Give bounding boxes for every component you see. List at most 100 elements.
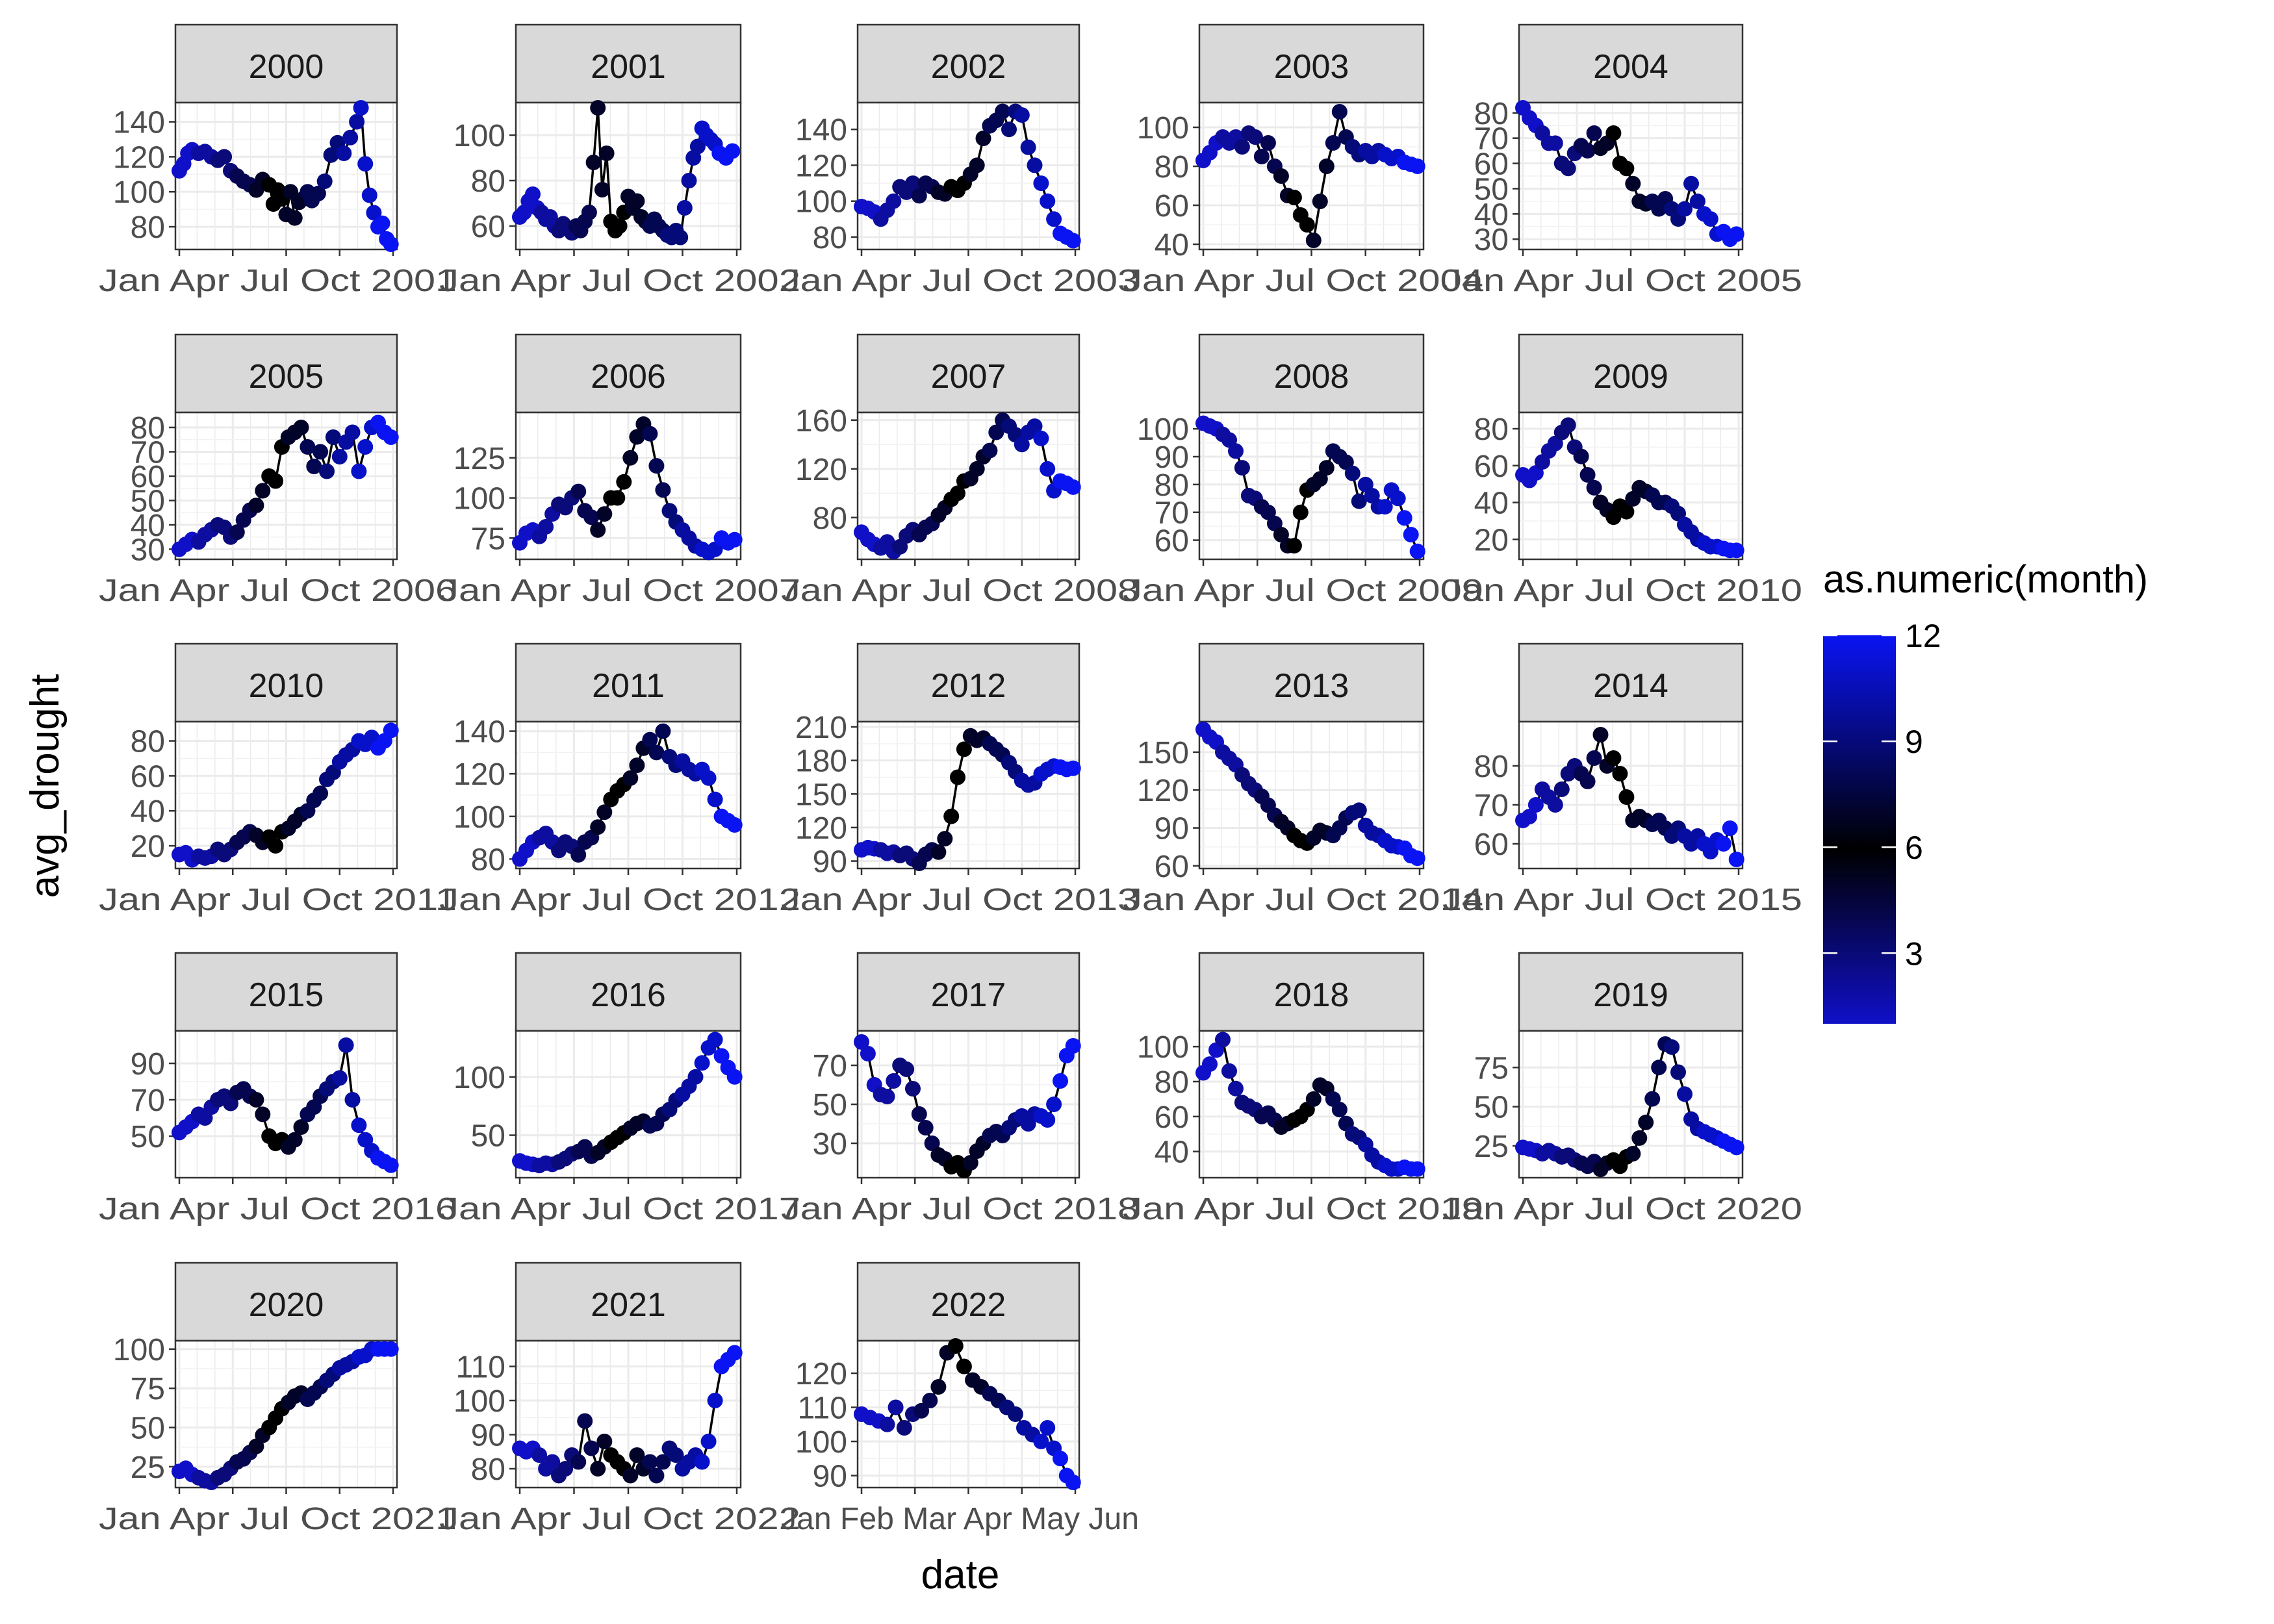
data-point xyxy=(655,482,671,498)
data-point xyxy=(879,1089,895,1104)
data-point xyxy=(1553,781,1570,797)
data-point xyxy=(1001,121,1017,138)
x-tick-labels: Jan Apr Jul Oct 2004 xyxy=(1123,264,1483,298)
data-point xyxy=(1305,1091,1322,1107)
y-tick-label: 90 xyxy=(1155,812,1189,846)
data-point xyxy=(323,147,339,163)
strip-label: 2022 xyxy=(931,1286,1006,1324)
data-point xyxy=(306,459,322,474)
data-point xyxy=(1033,175,1049,192)
data-point xyxy=(1618,160,1635,177)
data-point xyxy=(313,444,329,460)
color-legend: as.numeric(month) 3 6 9 12 xyxy=(1823,557,2148,1024)
data-point xyxy=(689,138,706,155)
data-point xyxy=(1605,750,1622,766)
data-point xyxy=(655,723,671,739)
strip-label: 2008 xyxy=(1274,358,1349,396)
legend-break-label: 3 xyxy=(1905,935,1923,972)
x-tick-labels: Jan Apr Jul Oct 2011 xyxy=(99,883,457,917)
data-point xyxy=(886,1073,902,1089)
y-tick-label: 40 xyxy=(1474,487,1509,521)
data-point xyxy=(1728,542,1744,559)
data-point xyxy=(922,1393,938,1408)
data-point xyxy=(947,1338,964,1354)
data-point xyxy=(1253,149,1270,164)
data-point xyxy=(642,425,658,442)
data-point xyxy=(531,1447,548,1463)
y-tick-label: 80 xyxy=(1474,750,1509,784)
data-point xyxy=(988,424,1004,440)
data-point xyxy=(956,741,972,757)
y-tick-label: 160 xyxy=(795,404,847,438)
data-point xyxy=(629,1447,645,1463)
data-point xyxy=(1292,504,1309,520)
y-tick-label: 125 xyxy=(454,442,505,476)
data-point xyxy=(283,184,299,200)
y-tick-label: 80 xyxy=(1474,412,1509,447)
y-tick-label: 180 xyxy=(795,744,847,779)
x-tick-labels: Jan Apr Jul Oct 2006 xyxy=(99,574,457,608)
data-point xyxy=(1403,527,1419,542)
data-point xyxy=(726,1345,743,1361)
data-point xyxy=(707,1032,723,1048)
data-point xyxy=(1677,1086,1693,1102)
strip-2015 xyxy=(174,952,398,1032)
data-point xyxy=(609,490,626,506)
data-point xyxy=(1573,448,1589,464)
x-tick-labels: Jan Apr Jul Oct 2017 xyxy=(439,1192,800,1226)
y-tick-label: 150 xyxy=(1137,736,1189,770)
data-point xyxy=(1344,465,1361,481)
y-tick-label: 70 xyxy=(1155,496,1189,531)
y-tick-label: 80 xyxy=(471,164,505,199)
data-point xyxy=(248,1092,264,1108)
data-point xyxy=(648,744,665,761)
y-tick-label: 90 xyxy=(813,1460,847,1494)
y-tick-label: 210 xyxy=(795,711,847,745)
data-point xyxy=(319,463,335,479)
y-tick-label: 110 xyxy=(455,1351,505,1385)
y-tick-label: 80 xyxy=(131,411,165,446)
data-point xyxy=(383,429,399,445)
data-point xyxy=(1065,479,1081,495)
y-tick-label: 140 xyxy=(113,106,165,140)
data-point xyxy=(1040,1420,1056,1436)
data-point xyxy=(1033,1434,1049,1449)
data-point xyxy=(1638,1114,1654,1130)
data-point xyxy=(557,1461,574,1477)
strip-label: 2003 xyxy=(1274,48,1349,86)
y-tick-label: 20 xyxy=(1474,523,1509,557)
x-tick-labels: Jan Apr Jul Oct 2005 xyxy=(1442,264,1802,298)
strip-label: 2011 xyxy=(592,667,665,705)
data-point xyxy=(629,193,645,209)
y-tick-label: 25 xyxy=(1474,1130,1509,1164)
data-point xyxy=(707,1393,723,1408)
data-point xyxy=(995,103,1011,120)
data-point xyxy=(1409,543,1425,559)
data-point xyxy=(629,757,645,774)
data-point xyxy=(642,731,658,748)
data-point xyxy=(726,817,743,833)
y-tick-label: 20 xyxy=(131,830,165,864)
data-point xyxy=(642,1454,658,1470)
data-point xyxy=(616,474,632,490)
data-point xyxy=(943,808,960,824)
y-tick-label: 80 xyxy=(813,221,847,255)
y-tick-label: 60 xyxy=(131,460,165,494)
data-point xyxy=(886,193,902,209)
x-tick-labels: Jan Apr Jul Oct 2016 xyxy=(99,1192,457,1226)
strip-2021 xyxy=(515,1262,742,1342)
data-point xyxy=(1612,766,1628,781)
data-point xyxy=(1312,194,1328,209)
data-point xyxy=(899,1061,915,1077)
data-point xyxy=(1377,499,1393,515)
data-point xyxy=(1234,139,1250,155)
data-point xyxy=(1618,503,1635,520)
data-point xyxy=(544,1454,561,1470)
facet-panel-2016: 2016 50 100 Jan Apr Jul Oct 2017 xyxy=(439,952,800,1226)
y-tick-label: 50 xyxy=(131,1120,165,1154)
data-point xyxy=(310,185,326,201)
data-point xyxy=(1331,104,1348,120)
data-point xyxy=(581,205,597,220)
data-point xyxy=(1351,802,1367,818)
data-point xyxy=(1409,1161,1425,1177)
